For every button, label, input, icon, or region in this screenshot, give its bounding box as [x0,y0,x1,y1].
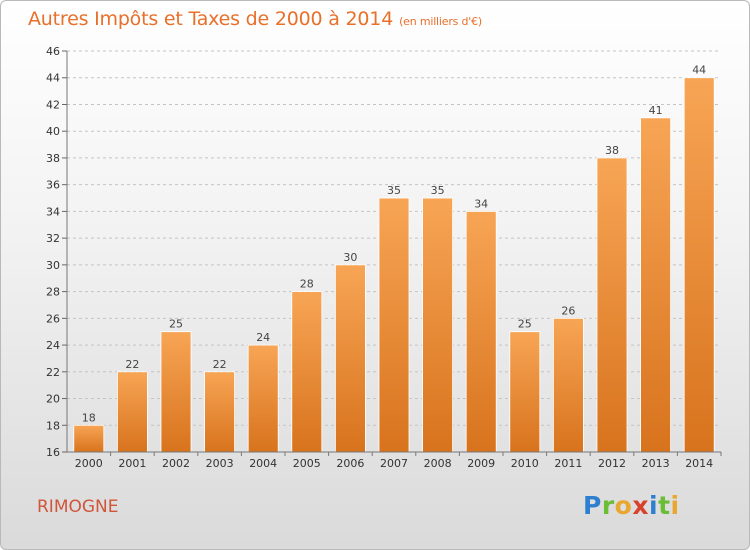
x-tick-label: 2012 [598,457,626,470]
bar[interactable] [640,117,671,453]
bar[interactable] [422,197,454,453]
bar[interactable] [204,371,236,453]
x-tick-label: 2010 [511,457,539,470]
data-label: 44 [692,64,706,77]
y-tick-label: 24 [46,339,60,352]
bar[interactable] [291,291,323,453]
y-tick-label: 18 [46,419,60,432]
bar[interactable] [509,331,541,453]
y-tick-label: 42 [46,98,60,111]
bar[interactable] [596,157,628,453]
bar[interactable] [117,371,148,453]
logo-letter: P [583,491,602,520]
x-tick-label: 2006 [336,457,364,470]
y-tick-label: 28 [46,286,60,299]
bar[interactable] [683,77,715,453]
x-tick-label: 2001 [118,457,146,470]
y-tick-label: 26 [46,312,60,325]
bar[interactable] [334,264,366,453]
bar[interactable] [553,317,584,453]
bar[interactable] [73,424,105,453]
y-tick-label: 46 [46,45,60,58]
data-label: 30 [343,251,357,264]
data-label: 26 [561,304,575,317]
x-tick-label: 2009 [467,457,495,470]
x-tick-label: 2003 [206,457,234,470]
x-tick-label: 2005 [293,457,321,470]
data-label: 34 [474,197,488,210]
bar[interactable] [378,197,410,453]
x-tick-label: 2000 [75,457,103,470]
logo-letter: i [670,491,680,520]
chart-unit: (en milliers d'€) [399,15,482,28]
logo-letter: o [614,491,633,520]
data-label: 24 [256,331,270,344]
y-tick-label: 38 [46,152,60,165]
bar[interactable] [465,210,497,453]
y-tick-label: 30 [46,259,60,272]
y-tick-label: 40 [46,125,60,138]
bar[interactable] [160,331,192,453]
x-tick-label: 2014 [685,457,713,470]
y-tick-label: 20 [46,393,60,406]
x-tick-label: 2008 [424,457,452,470]
data-label: 22 [213,358,227,371]
x-tick-label: 2004 [249,457,277,470]
x-tick-label: 2011 [554,457,582,470]
y-tick-label: 22 [46,366,60,379]
data-label: 25 [169,318,183,331]
bar[interactable] [247,344,279,453]
y-tick-label: 32 [46,232,60,245]
data-label: 35 [431,184,445,197]
logo-letter: x [632,491,649,520]
x-tick-label: 2007 [380,457,408,470]
x-tick-label: 2013 [642,457,670,470]
chart-title: Autres Impôts et Taxes de 2000 à 2014 (en… [28,8,482,30]
y-tick-label: 34 [46,205,60,218]
x-tick-label: 2002 [162,457,190,470]
y-tick-label: 36 [46,179,60,192]
data-label: 41 [649,104,663,117]
data-label: 22 [125,358,139,371]
data-label: 28 [300,278,314,291]
y-tick-label: 44 [46,72,60,85]
data-label: 18 [82,411,96,424]
data-label: 35 [387,184,401,197]
proxiti-logo[interactable]: Proxiti [583,491,680,520]
logo-letter: i [649,491,659,520]
chart-title-text: Autres Impôts et Taxes de 2000 à 2014 [28,8,394,30]
logo-letter: r [601,491,615,520]
y-tick-label: 16 [46,446,60,459]
data-label: 25 [518,318,532,331]
commune-name: RIMOGNE [37,497,119,517]
logo-letter: t [658,491,671,520]
data-label: 38 [605,144,619,157]
